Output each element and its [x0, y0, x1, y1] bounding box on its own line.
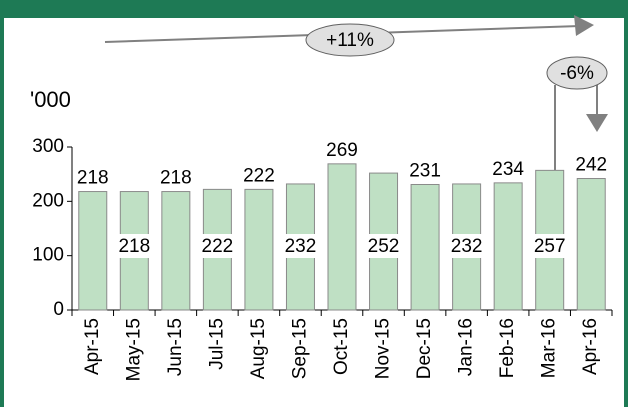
x-tick-label: Oct-15: [331, 318, 352, 375]
data-label: 269: [326, 140, 358, 161]
data-label: 252: [368, 236, 400, 257]
data-label: 222: [202, 236, 234, 257]
top-band: [0, 0, 628, 18]
label-box: [115, 234, 154, 258]
annotation-bubble: [305, 23, 395, 57]
data-label: 218: [77, 168, 109, 189]
x-tick-label: May-15: [123, 318, 144, 381]
arrow-head: [586, 114, 608, 132]
bar: [161, 191, 191, 311]
annotation-bubble: [546, 56, 608, 90]
label-box: [281, 234, 320, 258]
x-tick-label: Jan-16: [456, 318, 477, 376]
data-label: 257: [534, 236, 566, 257]
annotation: -6%: [560, 63, 594, 84]
y-tick-label: 300: [32, 136, 64, 157]
bar: [327, 163, 357, 311]
y-tick-label: 200: [32, 190, 64, 211]
x-tick-label: Aug-15: [248, 318, 269, 379]
x-tick-label: Apr-15: [82, 318, 103, 375]
data-label: 231: [409, 161, 441, 182]
x-tick-label: Sep-15: [289, 318, 310, 379]
bar: [410, 183, 440, 311]
data-label: 242: [575, 155, 607, 176]
y-tick-label: 0: [53, 299, 64, 320]
arrow-head: [574, 15, 594, 36]
data-label: 232: [451, 236, 483, 257]
data-label: 218: [160, 168, 192, 189]
left-border: [0, 0, 4, 407]
data-label: 234: [492, 159, 524, 180]
data-label: 222: [243, 165, 275, 186]
data-label: 232: [285, 236, 317, 257]
x-tick-label: Dec-15: [414, 318, 435, 379]
label-box: [364, 234, 403, 258]
x-tick-label: Jul-15: [206, 318, 227, 370]
label-box: [447, 234, 486, 258]
x-tick-label: Jun-15: [165, 318, 186, 376]
x-tick-label: Nov-15: [373, 318, 394, 379]
right-border: [624, 0, 628, 407]
bar: [576, 178, 606, 311]
bar: [244, 188, 274, 311]
x-tick-label: Mar-16: [539, 318, 560, 378]
annotation: +11%: [326, 30, 374, 51]
bar: [78, 191, 108, 311]
x-tick-label: Apr-16: [580, 318, 601, 375]
data-label: 218: [118, 236, 150, 257]
bar: [493, 182, 523, 311]
label-box: [530, 234, 569, 258]
unit-label: '000: [30, 87, 71, 112]
label-box: [198, 234, 237, 258]
x-tick-label: Feb-16: [497, 318, 518, 378]
y-tick-label: 100: [32, 245, 64, 266]
